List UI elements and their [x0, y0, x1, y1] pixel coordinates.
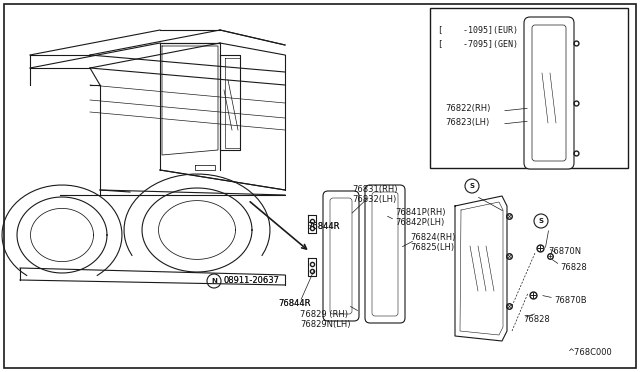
Text: ^768C000: ^768C000 — [567, 348, 612, 357]
FancyBboxPatch shape — [532, 25, 566, 161]
Bar — [430, 8, 628, 168]
Text: 76823(LH): 76823(LH) — [445, 118, 489, 127]
Text: S: S — [470, 183, 474, 189]
Text: 76822(RH): 76822(RH) — [445, 104, 490, 113]
Text: [    -7095](GEN): [ -7095](GEN) — [438, 40, 518, 49]
FancyBboxPatch shape — [323, 191, 359, 321]
Text: 76828: 76828 — [523, 315, 550, 324]
Text: 76829 (RH)
76829N(LH): 76829 (RH) 76829N(LH) — [300, 310, 351, 329]
Text: S: S — [538, 218, 543, 224]
Text: [    -1095](EUR): [ -1095](EUR) — [438, 26, 518, 35]
Text: N: N — [211, 278, 217, 284]
Text: 76831(RH)
76832(LH): 76831(RH) 76832(LH) — [352, 185, 397, 204]
Text: 76870N: 76870N — [548, 247, 581, 256]
FancyBboxPatch shape — [372, 192, 398, 316]
Text: 08911-20637: 08911-20637 — [223, 276, 279, 285]
FancyBboxPatch shape — [524, 17, 574, 169]
Text: 76844R: 76844R — [278, 299, 310, 308]
Text: 08911-20637: 08911-20637 — [223, 276, 279, 285]
FancyBboxPatch shape — [330, 198, 352, 314]
Text: 76844R: 76844R — [307, 222, 339, 231]
Text: 76870B: 76870B — [554, 296, 587, 305]
FancyBboxPatch shape — [365, 185, 405, 323]
Text: 76844R: 76844R — [278, 299, 310, 308]
Text: 76844R: 76844R — [307, 222, 339, 231]
Text: 76841P(RH)
76842P(LH): 76841P(RH) 76842P(LH) — [395, 208, 445, 227]
Text: 76828: 76828 — [560, 263, 587, 272]
Text: 76824(RH)
76825(LH): 76824(RH) 76825(LH) — [410, 233, 456, 252]
